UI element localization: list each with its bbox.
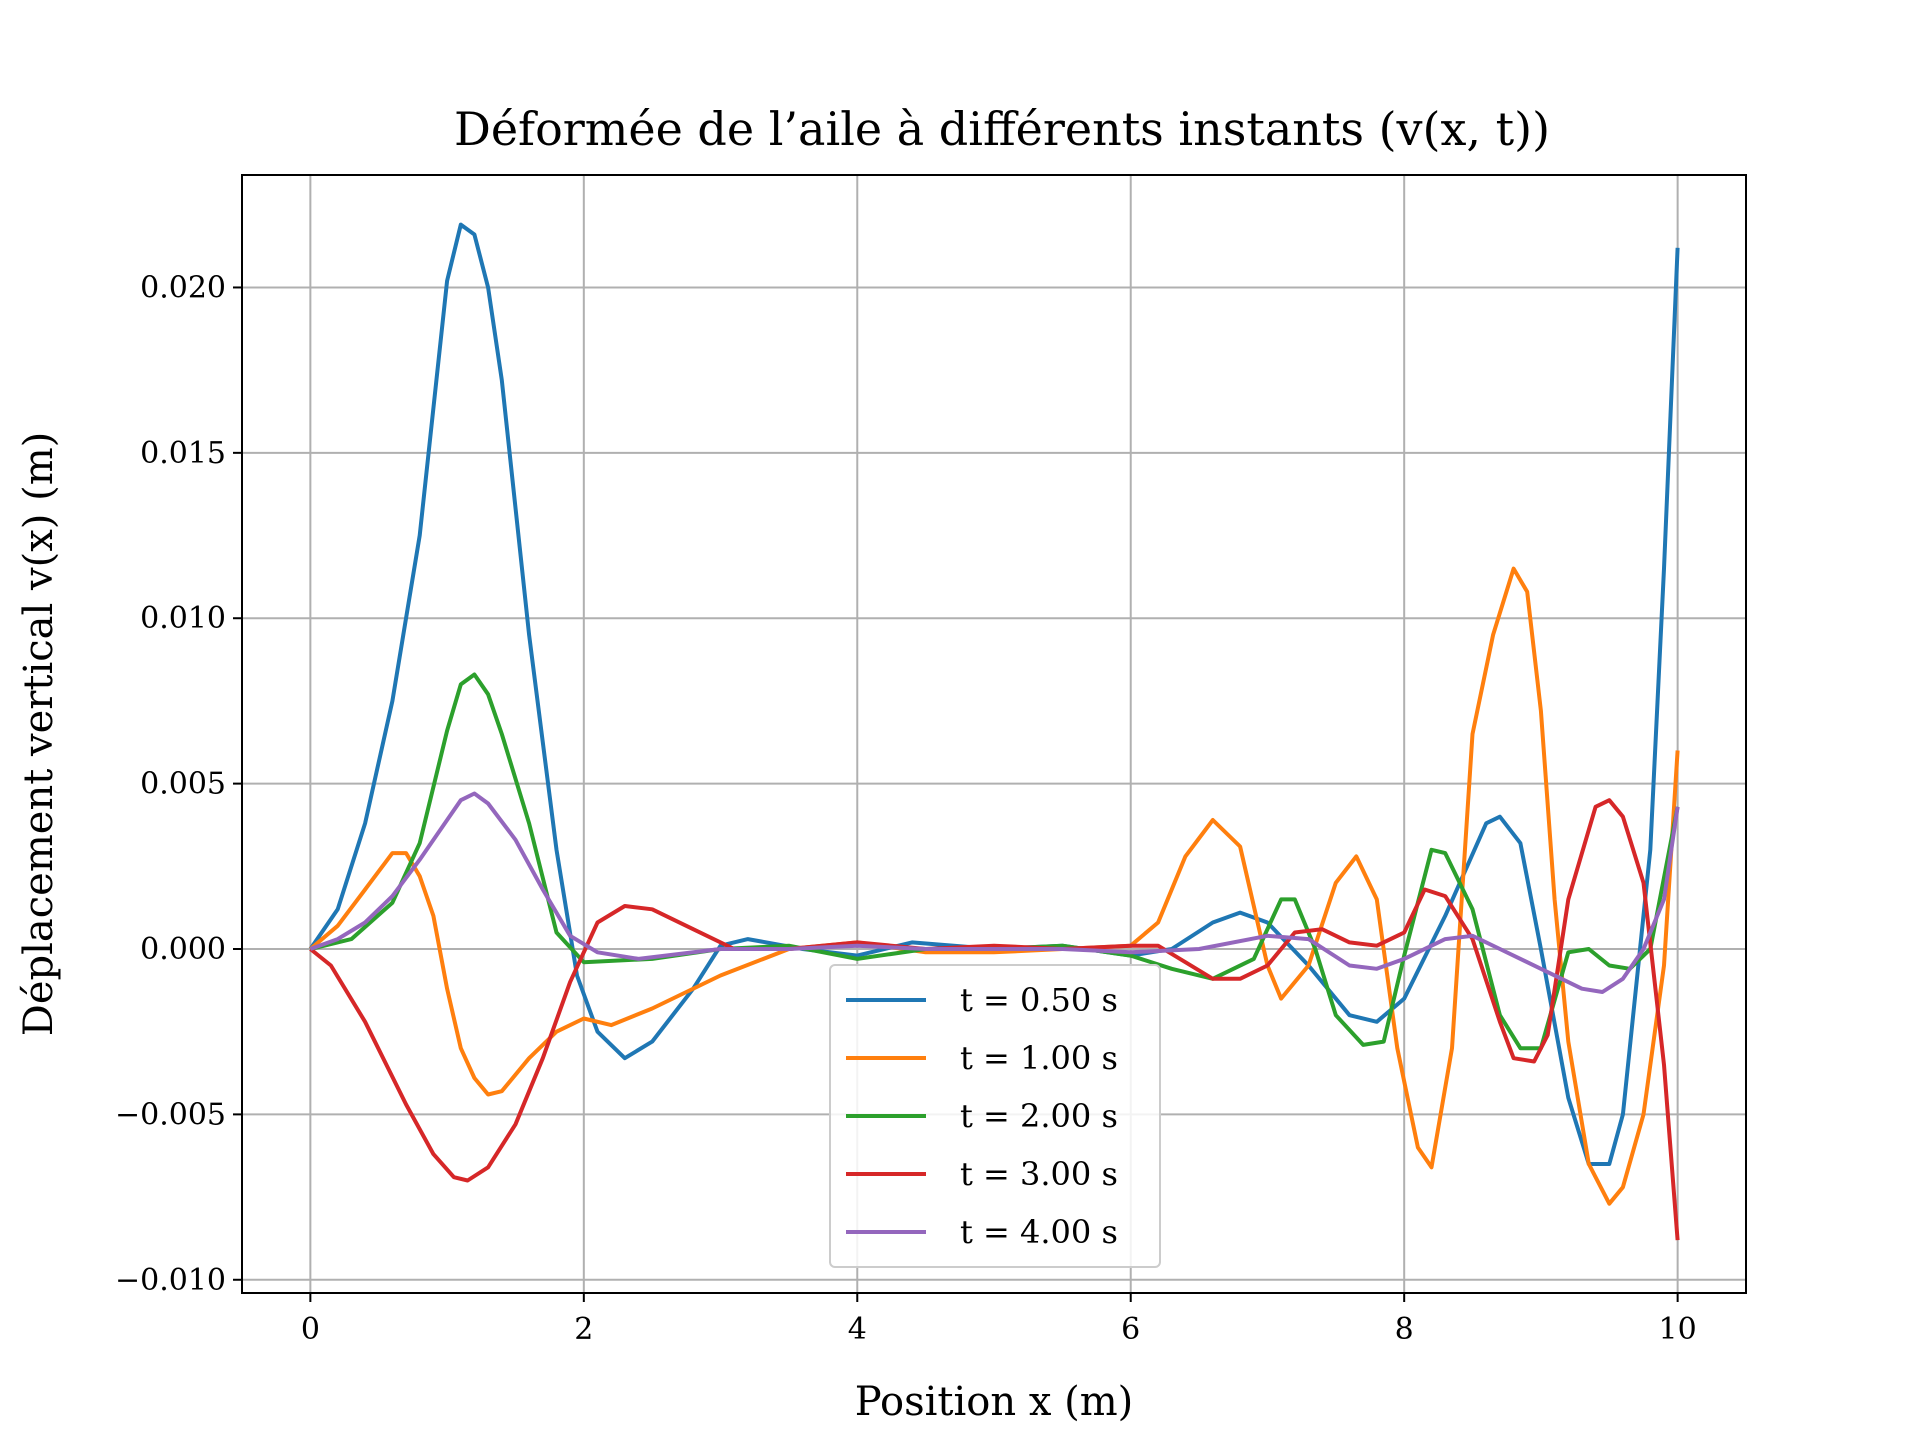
legend-label: t = 0.50 s — [960, 981, 1118, 1019]
legend: t = 0.50 s t = 1.00 s t = 2.00 s t = 3.00 s… — [829, 964, 1161, 1268]
y-axis-label: Déplacement vertical v(x) (m) — [16, 432, 62, 1036]
legend-label: t = 3.00 s — [960, 1155, 1118, 1193]
x-tick-label: 8 — [1395, 1312, 1414, 1347]
y-axis-ticks: −0.010 −0.005 0.000 0.005 0.010 0.015 0.020 — [115, 270, 242, 1298]
legend-label: t = 2.00 s — [960, 1097, 1118, 1135]
x-tick-label: 0 — [301, 1312, 320, 1347]
series-line — [309, 566, 1680, 1206]
y-tick-label: 0.020 — [140, 270, 226, 305]
x-axis-ticks: 0 2 4 6 8 10 — [301, 1293, 1697, 1347]
x-tick-label: 4 — [848, 1312, 867, 1347]
y-tick-label: 0.015 — [140, 436, 226, 471]
grid — [242, 175, 1746, 1293]
chart-title: Déformée de l’aile à différents instants… — [454, 102, 1550, 156]
series-line — [309, 798, 1680, 1241]
x-tick-label: 6 — [1121, 1312, 1140, 1347]
x-tick-label: 10 — [1659, 1312, 1697, 1347]
axes-frame — [241, 174, 1747, 1294]
y-tick-label: 0.010 — [140, 601, 226, 636]
y-tick-label: 0.005 — [140, 767, 226, 802]
plot-area — [308, 222, 1680, 1241]
x-tick-label: 2 — [574, 1312, 593, 1347]
legend-label: t = 1.00 s — [960, 1039, 1118, 1077]
legend-box — [829, 964, 1161, 1268]
series-lines — [308, 222, 1680, 1241]
y-tick-label: −0.005 — [115, 1097, 226, 1132]
y-tick-label: 0.000 — [140, 932, 226, 967]
y-tick-label: −0.010 — [115, 1263, 226, 1298]
series-line — [309, 791, 1680, 994]
x-axis-label: Position x (m) — [855, 1379, 1134, 1425]
legend-label: t = 4.00 s — [960, 1213, 1118, 1251]
series-line — [309, 672, 1680, 1051]
